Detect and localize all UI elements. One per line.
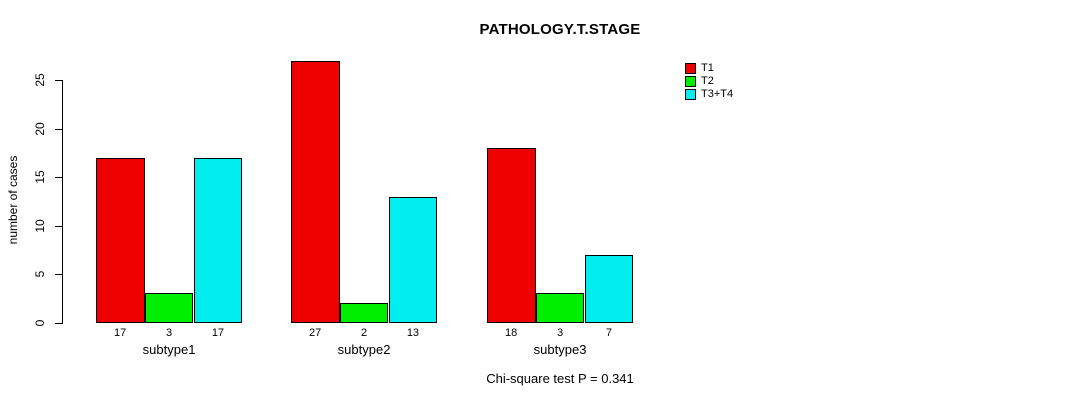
y-tick-mark <box>55 225 62 227</box>
y-tick-mark <box>55 274 62 276</box>
bar-t3-t4-subtype1 <box>193 157 243 324</box>
legend-item-t3-t4: T3+T4 <box>685 89 733 100</box>
bar-t2-subtype1 <box>144 293 194 324</box>
bar-t3-t4-subtype2 <box>388 196 438 324</box>
y-axis-line <box>62 80 63 324</box>
y-tick-label: 25 <box>33 73 47 88</box>
bar-t3-t4-subtype3 <box>584 254 634 324</box>
y-tick-label: 10 <box>33 218 47 233</box>
bar-t1-subtype3 <box>486 148 536 324</box>
y-tick-label: 5 <box>33 270 47 278</box>
bar-value-label: 7 <box>605 327 612 339</box>
bar-value-label: 3 <box>165 327 173 339</box>
bar-value-label: 18 <box>505 327 518 339</box>
bar-value-label: 2 <box>360 327 368 339</box>
y-tick-mark <box>55 80 62 82</box>
bar-value-label: 27 <box>309 327 322 339</box>
legend-item-t1: T1 <box>685 63 733 74</box>
legend-swatch-icon <box>685 63 696 74</box>
bar-value-label: 17 <box>114 327 127 339</box>
category-label-subtype1: subtype1 <box>142 342 196 357</box>
y-tick-mark <box>55 128 62 130</box>
y-tick-label: 20 <box>33 122 47 136</box>
legend-label: T2 <box>701 75 714 87</box>
bar-value-label: 17 <box>211 327 225 339</box>
y-tick-mark <box>55 177 62 179</box>
chi-square-annotation: Chi-square test P = 0.341 <box>486 371 634 386</box>
category-label-subtype3: subtype3 <box>533 342 587 357</box>
legend-label: T1 <box>701 62 714 74</box>
legend-swatch-icon <box>685 89 696 100</box>
legend-label: T3+T4 <box>701 88 734 100</box>
bar-t2-subtype3 <box>535 293 585 324</box>
legend: T1 T2 T3+T4 <box>685 63 733 102</box>
y-tick-mark <box>55 322 62 324</box>
bar-value-label: 13 <box>406 327 420 339</box>
bar-t2-subtype2 <box>339 303 389 324</box>
y-tick-label: 15 <box>33 170 47 184</box>
legend-item-t2: T2 <box>685 76 733 87</box>
y-tick-label: 0 <box>33 319 47 326</box>
bar-value-label: 3 <box>556 327 564 339</box>
bar-t1-subtype2 <box>290 61 340 324</box>
bar-t1-subtype1 <box>95 157 145 324</box>
chart-title: PATHOLOGY.T.STAGE <box>479 21 641 38</box>
y-axis-label: number of cases <box>6 155 20 245</box>
legend-swatch-icon <box>685 76 696 87</box>
category-label-subtype2: subtype2 <box>337 342 391 357</box>
